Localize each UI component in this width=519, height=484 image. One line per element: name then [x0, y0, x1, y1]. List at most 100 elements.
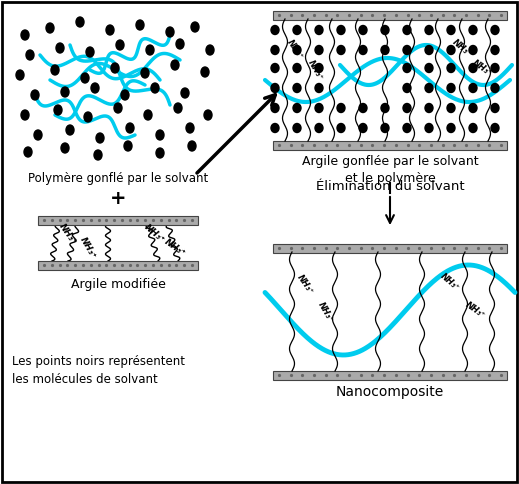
- Ellipse shape: [171, 60, 179, 70]
- Ellipse shape: [447, 123, 455, 133]
- Ellipse shape: [447, 63, 455, 73]
- Ellipse shape: [61, 143, 69, 153]
- Ellipse shape: [337, 104, 345, 112]
- Ellipse shape: [54, 105, 62, 115]
- Ellipse shape: [204, 110, 212, 120]
- Ellipse shape: [469, 123, 477, 133]
- Text: NH₃⁺: NH₃⁺: [285, 38, 305, 61]
- Ellipse shape: [293, 26, 301, 34]
- Ellipse shape: [116, 40, 124, 50]
- Ellipse shape: [206, 45, 214, 55]
- Ellipse shape: [106, 25, 114, 35]
- Bar: [273, 140, 507, 150]
- Ellipse shape: [94, 150, 102, 160]
- Ellipse shape: [491, 104, 499, 112]
- Bar: [38, 260, 198, 270]
- Ellipse shape: [315, 123, 323, 133]
- Ellipse shape: [271, 84, 279, 92]
- Ellipse shape: [24, 147, 32, 157]
- Ellipse shape: [151, 83, 159, 93]
- Ellipse shape: [425, 104, 433, 112]
- Ellipse shape: [126, 123, 134, 133]
- Ellipse shape: [84, 112, 92, 122]
- Ellipse shape: [21, 30, 29, 40]
- Ellipse shape: [156, 130, 164, 140]
- Ellipse shape: [293, 84, 301, 92]
- Ellipse shape: [81, 73, 89, 83]
- Bar: [273, 370, 507, 379]
- Text: Argile modifiée: Argile modifiée: [71, 278, 166, 291]
- Ellipse shape: [469, 104, 477, 112]
- Ellipse shape: [76, 17, 84, 27]
- Text: NH₃⁺: NH₃⁺: [143, 223, 167, 245]
- Ellipse shape: [491, 63, 499, 73]
- Ellipse shape: [271, 104, 279, 112]
- Text: Argile gonflée par le solvant
et le polymère: Argile gonflée par le solvant et le poly…: [302, 155, 479, 185]
- Ellipse shape: [359, 123, 367, 133]
- Ellipse shape: [447, 84, 455, 92]
- Ellipse shape: [425, 84, 433, 92]
- Ellipse shape: [337, 26, 345, 34]
- Ellipse shape: [271, 123, 279, 133]
- Bar: [38, 215, 198, 225]
- Ellipse shape: [174, 103, 182, 113]
- Ellipse shape: [271, 26, 279, 34]
- Ellipse shape: [491, 26, 499, 34]
- Ellipse shape: [96, 133, 104, 143]
- Ellipse shape: [447, 104, 455, 112]
- Ellipse shape: [191, 22, 199, 32]
- Ellipse shape: [111, 63, 119, 73]
- Ellipse shape: [315, 26, 323, 34]
- Ellipse shape: [188, 141, 196, 151]
- Text: NH₃⁺: NH₃⁺: [470, 58, 494, 78]
- Ellipse shape: [491, 84, 499, 92]
- Ellipse shape: [469, 63, 477, 73]
- Ellipse shape: [51, 65, 59, 75]
- Ellipse shape: [121, 90, 129, 100]
- Text: NH₃⁺: NH₃⁺: [463, 300, 487, 320]
- Text: NH₃⁺: NH₃⁺: [316, 300, 334, 324]
- Ellipse shape: [447, 45, 455, 55]
- Ellipse shape: [469, 84, 477, 92]
- Ellipse shape: [315, 84, 323, 92]
- Ellipse shape: [144, 110, 152, 120]
- Ellipse shape: [21, 110, 29, 120]
- Ellipse shape: [166, 27, 174, 37]
- Ellipse shape: [337, 45, 345, 55]
- Ellipse shape: [61, 87, 69, 97]
- Ellipse shape: [403, 84, 411, 92]
- Ellipse shape: [293, 45, 301, 55]
- Ellipse shape: [181, 88, 189, 98]
- Ellipse shape: [66, 125, 74, 135]
- Ellipse shape: [425, 26, 433, 34]
- Text: NH₃⁺: NH₃⁺: [306, 58, 324, 82]
- Text: NH₃⁺: NH₃⁺: [295, 273, 315, 297]
- Ellipse shape: [86, 47, 94, 57]
- Ellipse shape: [34, 130, 42, 140]
- Ellipse shape: [403, 26, 411, 34]
- Text: NH₃⁺: NH₃⁺: [162, 238, 187, 258]
- Ellipse shape: [46, 23, 54, 33]
- Ellipse shape: [403, 45, 411, 55]
- Ellipse shape: [425, 45, 433, 55]
- Ellipse shape: [141, 68, 149, 78]
- Ellipse shape: [16, 70, 24, 80]
- Text: +: +: [110, 188, 126, 208]
- Ellipse shape: [381, 123, 389, 133]
- Ellipse shape: [469, 26, 477, 34]
- Ellipse shape: [381, 26, 389, 34]
- Text: Les points noirs représentent
les molécules de solvant: Les points noirs représentent les molécu…: [12, 355, 185, 386]
- Ellipse shape: [91, 83, 99, 93]
- Ellipse shape: [315, 104, 323, 112]
- Ellipse shape: [469, 45, 477, 55]
- Ellipse shape: [136, 20, 144, 30]
- Text: NH₃⁺: NH₃⁺: [450, 37, 473, 59]
- Ellipse shape: [293, 63, 301, 73]
- Ellipse shape: [315, 45, 323, 55]
- Ellipse shape: [271, 63, 279, 73]
- Ellipse shape: [31, 90, 39, 100]
- Ellipse shape: [403, 123, 411, 133]
- Ellipse shape: [425, 63, 433, 73]
- Ellipse shape: [124, 141, 132, 151]
- Ellipse shape: [337, 123, 345, 133]
